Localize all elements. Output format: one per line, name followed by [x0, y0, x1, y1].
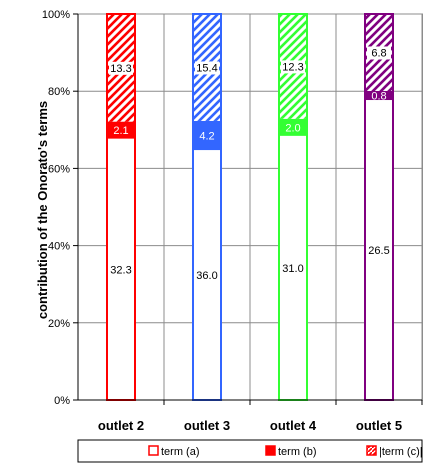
category-labels: outlet 2 outlet 3 outlet 4 outlet 5: [98, 400, 423, 433]
category-label: outlet 2: [98, 418, 144, 433]
y-tick-label: 80%: [48, 86, 70, 98]
category-label: outlet 4: [270, 418, 317, 433]
data-label: 2.1: [113, 125, 128, 137]
category-label: outlet 3: [184, 418, 230, 433]
y-tick-label: 20%: [48, 318, 70, 330]
data-label-bg: [367, 46, 391, 60]
data-label-bg: [281, 60, 305, 74]
bar-segment: [365, 90, 393, 101]
data-label: 2.0: [285, 122, 300, 134]
bars: 32.3 2.1 13.3 36.0 4.2 15.4 31.0 2.0 12.3 26.5 0.8…: [106, 13, 394, 401]
legend-label: |term (c)|: [379, 446, 423, 458]
bar-segment: [279, 135, 307, 400]
legend-swatch: [148, 445, 159, 456]
legend-label: term (b): [278, 446, 317, 458]
y-tick-label: 100%: [42, 9, 70, 21]
y-tick-label: 60%: [48, 163, 70, 175]
data-label-bg: [195, 61, 219, 75]
data-label: 31.0: [282, 263, 303, 275]
plot-right-border: [421, 13, 423, 401]
axes: [73, 14, 422, 401]
data-label: 15.4: [196, 62, 217, 74]
y-axis-ticks: 0% 20% 40% 60% 80% 100%: [42, 9, 78, 407]
data-label: 4.2: [199, 130, 214, 142]
data-label: 13.3: [110, 63, 131, 75]
bar-segment: [279, 118, 307, 136]
legend: term (a) term (b) |term (c)|: [77, 439, 423, 463]
y-tick-label: 0%: [54, 395, 70, 407]
y-axis-label: contribution of the Onorato's terms: [35, 101, 50, 319]
data-label: 0.8: [371, 91, 386, 103]
legend-label: term (a): [161, 446, 200, 458]
bar-segment: [193, 150, 221, 400]
data-label: 36.0: [196, 270, 217, 282]
category-label: outlet 5: [356, 418, 402, 433]
data-label: 26.5: [368, 245, 389, 257]
data-label: 32.3: [110, 264, 131, 276]
legend-swatch: [366, 445, 377, 456]
data-label: 6.8: [371, 47, 386, 59]
legend-box: [77, 439, 423, 463]
bar-segment: [365, 100, 393, 400]
legend-swatch: [265, 445, 276, 456]
y-tick-label: 40%: [48, 241, 70, 253]
data-label-bg: [109, 61, 133, 75]
bar-segment: [193, 120, 221, 151]
bar-segment: [107, 121, 135, 139]
data-label: 12.3: [282, 61, 303, 73]
bar-segment: [107, 138, 135, 400]
